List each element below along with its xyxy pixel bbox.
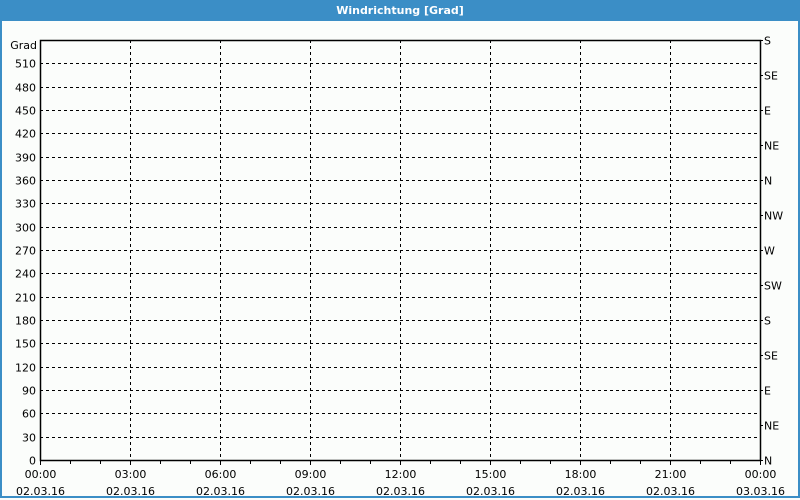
y2-tick-label: E — [764, 385, 771, 398]
x-tick-time: 15:00 — [475, 468, 507, 481]
y2-tick-label: NW — [764, 210, 783, 223]
y2-tick-label: SE — [764, 350, 778, 363]
x-tick-date: 02.03.16 — [106, 485, 155, 498]
x-tick-time: 09:00 — [295, 468, 327, 481]
x-tick-date: 02.03.16 — [466, 485, 515, 498]
y-tick-label: 330 — [15, 198, 36, 211]
y2-tick-label: NE — [764, 140, 779, 153]
y2-tick-label: N — [764, 175, 772, 188]
x-tick-time: 00:00 — [25, 468, 57, 481]
x-tick-date: 02.03.16 — [196, 485, 245, 498]
x-tick-time: 00:00 — [745, 468, 777, 481]
y-tick-label: 420 — [15, 128, 36, 141]
y-tick-label: 390 — [15, 152, 36, 165]
x-tick-time: 21:00 — [655, 468, 687, 481]
y-tick-label: 300 — [15, 222, 36, 235]
x-tick-time: 12:00 — [385, 468, 417, 481]
x-tick-date: 02.03.16 — [556, 485, 605, 498]
y-axis-label: Grad — [10, 39, 37, 52]
x-tick-time: 18:00 — [565, 468, 597, 481]
x-tick-time: 06:00 — [205, 468, 237, 481]
y-tick-label: 360 — [15, 175, 36, 188]
y-tick-label: 270 — [15, 245, 36, 258]
y-tick-label: 180 — [15, 315, 36, 328]
y2-tick-label: NE — [764, 420, 779, 433]
x-tick-time: 03:00 — [115, 468, 147, 481]
chart-title: Windrichtung [Grad] — [0, 0, 800, 21]
x-tick-date: 02.03.16 — [16, 485, 65, 498]
y2-tick-label: S — [764, 35, 771, 48]
y2-tick-label: S — [764, 315, 771, 328]
y-tick-label: 150 — [15, 338, 36, 351]
y2-tick-label: N — [764, 455, 772, 468]
y-tick-label: 90 — [22, 385, 36, 398]
y-tick-label: 30 — [22, 432, 36, 445]
y2-tick-label: W — [764, 245, 775, 258]
x-tick-date: 02.03.16 — [646, 485, 695, 498]
y-tick-label: 210 — [15, 292, 36, 305]
x-tick-date: 03.03.16 — [736, 485, 785, 498]
y2-tick-label: E — [764, 105, 771, 118]
y-tick-label: 60 — [22, 408, 36, 421]
x-tick-date: 02.03.16 — [376, 485, 425, 498]
y-tick-label: 120 — [15, 362, 36, 375]
x-tick-date: 02.03.16 — [286, 485, 335, 498]
y-tick-label: 0 — [29, 455, 36, 468]
y-tick-label: 480 — [15, 82, 36, 95]
plot-frame — [39, 39, 762, 462]
y2-tick-label: SW — [764, 280, 782, 293]
y-tick-label: 450 — [15, 105, 36, 118]
y2-tick-label: SE — [764, 70, 778, 83]
y-tick-label: 240 — [15, 268, 36, 281]
y-tick-label: 510 — [15, 58, 36, 71]
